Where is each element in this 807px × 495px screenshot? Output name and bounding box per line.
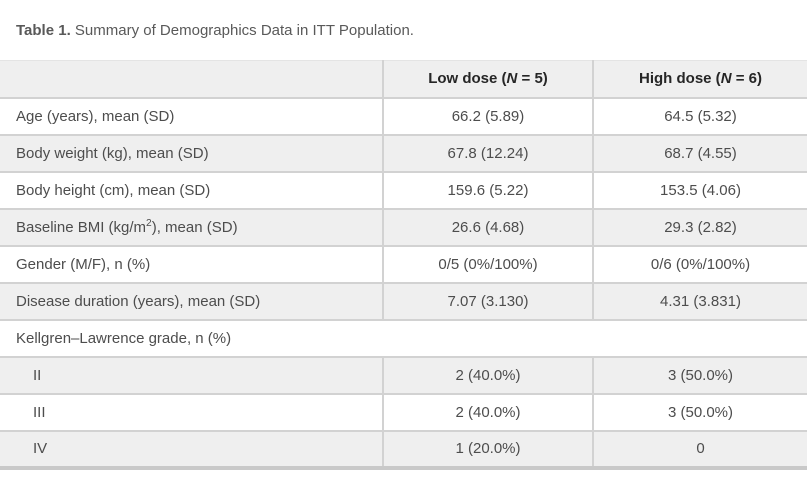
cell-value-high: 0/6 (0%/100%) <box>592 245 807 283</box>
row-label: Body weight (kg), mean (SD) <box>0 134 383 172</box>
section-row-kellgren-lawrence: Kellgren–Lawrence grade, n (%) <box>0 319 807 357</box>
cell-value-high: 3 (50.0%) <box>592 356 807 394</box>
cell-value-low: 26.6 (4.68) <box>382 208 593 246</box>
table-row-gender: Gender (M/F), n (%) 0/5 (0%/100%) 0/6 (0… <box>0 245 807 283</box>
cell-value-high: 29.3 (2.82) <box>592 208 807 246</box>
row-label: IV <box>0 430 383 468</box>
cell-value-low: 7.07 (3.130) <box>382 282 593 320</box>
header-n-italic: N <box>720 70 732 88</box>
cell-value-high: 153.5 (4.06) <box>592 171 807 209</box>
header-label-part: = 5) <box>517 70 548 88</box>
table-row-disease-duration: Disease duration (years), mean (SD) 7.07… <box>0 282 807 320</box>
table-row-body-weight: Body weight (kg), mean (SD) 67.8 (12.24)… <box>0 134 807 172</box>
caption-text: Table 1. Summary of Demographics Data in… <box>16 22 414 39</box>
header-label-part: Low dose ( <box>428 70 507 88</box>
row-label: II <box>0 356 383 394</box>
row-label-part: ), mean (SD) <box>151 218 238 236</box>
header-label-part: High dose ( <box>639 70 721 88</box>
column-header-empty <box>0 60 383 98</box>
row-label: III <box>0 393 383 431</box>
cell-value-high: 68.7 (4.55) <box>592 134 807 172</box>
cell-value-low: 1 (20.0%) <box>382 430 593 468</box>
cell-value-low: 159.6 (5.22) <box>382 171 593 209</box>
cell-value-high: 3 (50.0%) <box>592 393 807 431</box>
cell-value-low: 66.2 (5.89) <box>382 97 593 135</box>
caption-title: Summary of Demographics Data in ITT Popu… <box>70 21 414 39</box>
cell-value-low: 2 (40.0%) <box>382 393 593 431</box>
column-header-low-dose: Low dose (N = 5) <box>382 60 593 98</box>
row-label: Age (years), mean (SD) <box>0 97 383 135</box>
cell-value-low: 2 (40.0%) <box>382 356 593 394</box>
column-header-high-dose: High dose (N = 6) <box>592 60 807 98</box>
header-label-part: = 6) <box>731 70 762 88</box>
row-label-part: Baseline BMI (kg/m <box>16 218 147 236</box>
cell-value-low: 67.8 (12.24) <box>382 134 593 172</box>
row-label: Body height (cm), mean (SD) <box>0 171 383 209</box>
cell-value-high: 64.5 (5.32) <box>592 97 807 135</box>
row-label: Baseline BMI (kg/m2), mean (SD) <box>0 208 383 246</box>
header-n-italic: N <box>506 70 518 88</box>
cell-value-high: 4.31 (3.831) <box>592 282 807 320</box>
table-row-body-height: Body height (cm), mean (SD) 159.6 (5.22)… <box>0 171 807 209</box>
table-row-grade-3: III 2 (40.0%) 3 (50.0%) <box>0 393 807 431</box>
header-row: Low dose (N = 5) High dose (N = 6) <box>0 60 807 98</box>
table-row-baseline-bmi: Baseline BMI (kg/m2), mean (SD) 26.6 (4.… <box>0 208 807 246</box>
table-caption: Table 1. Summary of Demographics Data in… <box>0 0 807 60</box>
caption-label: Table 1. <box>16 21 71 39</box>
table-row-grade-2: II 2 (40.0%) 3 (50.0%) <box>0 356 807 394</box>
demographics-table: Low dose (N = 5) High dose (N = 6) Age (… <box>0 60 807 470</box>
cell-value-low: 0/5 (0%/100%) <box>382 245 593 283</box>
table-row-grade-4: IV 1 (20.0%) 0 <box>0 430 807 468</box>
superscript-2: 2 <box>146 217 152 229</box>
table-row-age: Age (years), mean (SD) 66.2 (5.89) 64.5 … <box>0 97 807 135</box>
section-label: Kellgren–Lawrence grade, n (%) <box>0 319 807 357</box>
row-label: Disease duration (years), mean (SD) <box>0 282 383 320</box>
cell-value-high: 0 <box>592 430 807 468</box>
row-label: Gender (M/F), n (%) <box>0 245 383 283</box>
